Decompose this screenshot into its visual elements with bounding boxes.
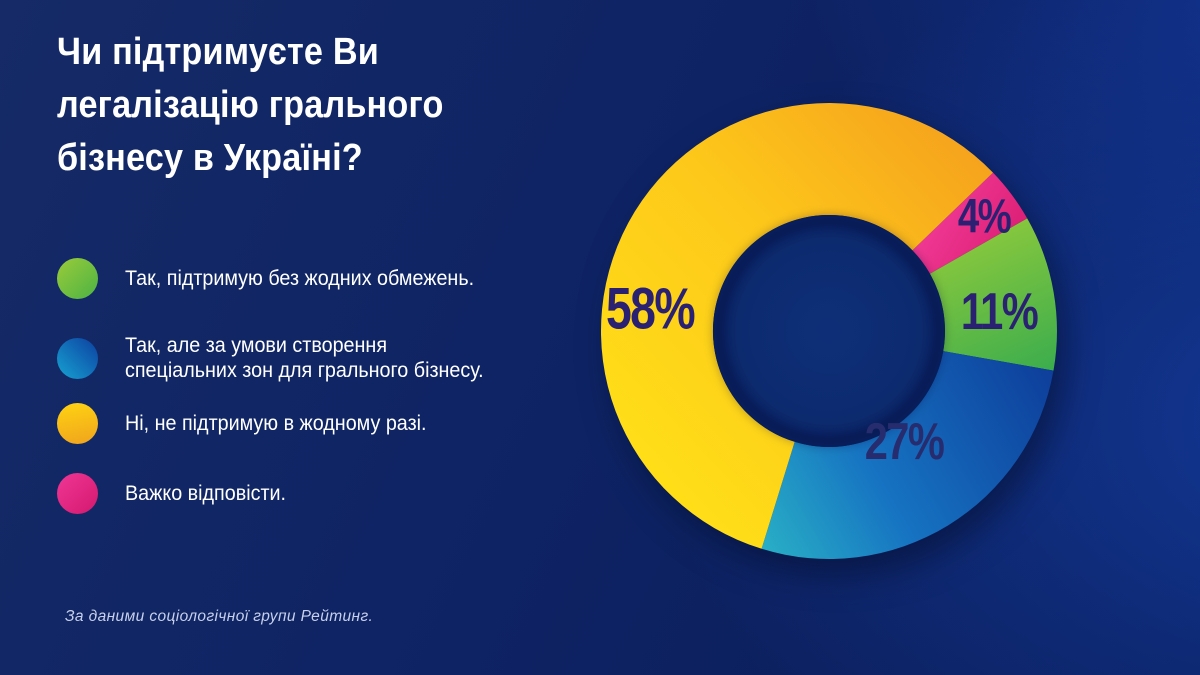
legend-item-hard-to-answer: Важко відповісти. [57, 473, 296, 514]
pct-text: 27% [864, 413, 945, 471]
donut-pct-label-yellow: 58% [595, 276, 705, 343]
legend-item-label: Важко відповісти. [125, 482, 287, 505]
yellow-dot-icon [57, 403, 98, 444]
donut-hole-inner-shadow [713, 215, 945, 447]
title-line: легалізацію грального [57, 84, 444, 126]
legend-item-oppose: Ні, не підтримую в жодному разі. [57, 403, 446, 444]
page-title: Чи підтримуєте Ви легалізацію грального … [57, 26, 444, 185]
legend-label-line: спеціальних зон для грального бізнесу. [125, 359, 484, 382]
donut-pct-label-green: 11% [951, 282, 1046, 342]
donut-pct-label-blue: 27% [855, 412, 953, 472]
pct-text: 4% [957, 190, 1012, 244]
legend-item-label: Так, підтримую без жодних обмежень. [125, 267, 475, 290]
donut-hole [713, 215, 945, 447]
pink-dot-icon [57, 473, 98, 514]
pct-text: 11% [960, 283, 1039, 341]
legend-item-label: Ні, не підтримую в жодному разі. [125, 412, 427, 435]
donut-pct-label-pink: 4% [951, 190, 1016, 245]
title-line: Чи підтримуєте Ви [57, 31, 379, 73]
legend-item-support-special-zones: Так, але за умови створення спеціальних … [57, 333, 507, 383]
donut-segment-green [929, 218, 1057, 371]
title-line: бізнесу в Україні? [57, 137, 363, 179]
source-note: За даними соціологічної групи Рейтинг. [65, 608, 374, 625]
donut-segment-yellow [600, 102, 993, 549]
legend-item-support-unrestricted: Так, підтримую без жодних обмежень. [57, 258, 496, 299]
green-dot-icon [57, 258, 98, 299]
pct-text: 58% [605, 276, 696, 342]
legend-item-label: Так, але за умови створення спеціальних … [125, 333, 484, 383]
donut-segment-blue [761, 351, 1054, 559]
legend-label-line: Так, але за умови створення [125, 334, 388, 357]
blue-dot-icon [57, 337, 98, 379]
donut-segment-pink [912, 172, 1028, 274]
